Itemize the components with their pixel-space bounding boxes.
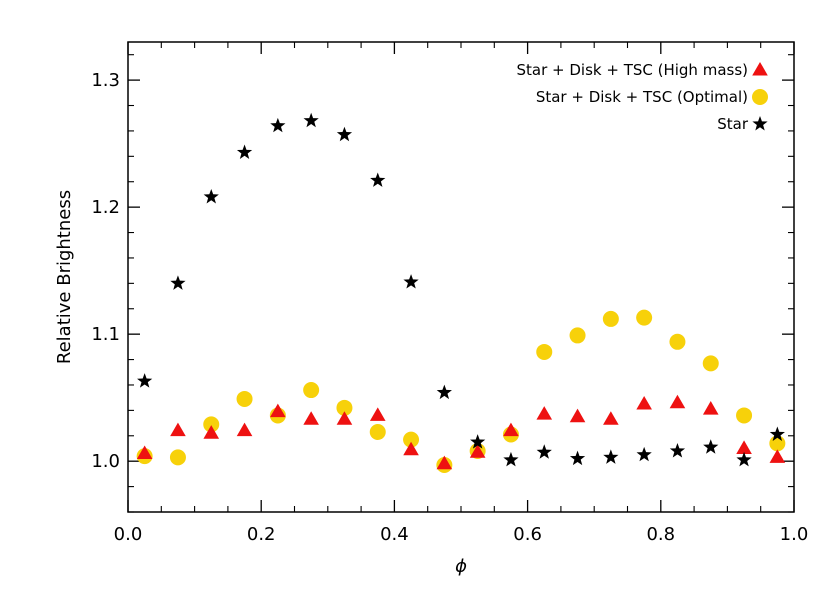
y-tick-label: 1.0 xyxy=(91,451,120,472)
triangle-point xyxy=(669,394,686,409)
triangle-point xyxy=(569,408,586,423)
star-point xyxy=(436,384,452,400)
x-tick-label: 1.0 xyxy=(780,524,809,545)
circle-point xyxy=(303,382,320,399)
triangle-point xyxy=(270,403,286,418)
legend-label: Star + Disk + TSC (Optimal) xyxy=(536,88,748,106)
triangle-point xyxy=(436,455,453,470)
x-axis-title: ϕ xyxy=(455,556,467,577)
axis-tick-labels: 0.0 0.2 0.4 0.6 0.8 1.0 1.0 1.1 1.2 1.3 xyxy=(91,70,808,545)
triangle-point xyxy=(403,441,419,456)
x-tick-label: 0.0 xyxy=(114,524,143,545)
legend: Star + Disk + TSC (High mass) Star + Disk… xyxy=(517,61,768,133)
y-tick-label: 1.2 xyxy=(91,197,120,218)
plot-frame xyxy=(127,41,795,513)
circle-point xyxy=(669,333,686,350)
legend-triangle-marker xyxy=(752,61,768,76)
circle-point xyxy=(702,355,719,372)
triangle-point xyxy=(536,406,553,420)
star-point xyxy=(470,434,486,449)
circle-point xyxy=(736,407,753,424)
star-point xyxy=(203,188,219,204)
circle-point xyxy=(169,449,186,466)
triangle-point xyxy=(236,422,253,437)
circle-point xyxy=(403,431,420,448)
star-point xyxy=(336,126,353,142)
y-tick-label: 1.1 xyxy=(91,324,120,345)
triangle-point xyxy=(136,445,153,460)
star-point xyxy=(270,117,286,133)
star-point xyxy=(703,439,719,454)
star-point xyxy=(569,450,586,466)
circle-point xyxy=(569,327,586,344)
triangle-point xyxy=(736,440,752,454)
x-tick-label: 0.4 xyxy=(380,524,409,545)
circle-point xyxy=(369,423,386,440)
triangle-point xyxy=(303,411,319,425)
triangle-point xyxy=(336,411,353,425)
star-point xyxy=(137,373,153,388)
axis-ticks xyxy=(127,42,795,513)
legend-label: Star xyxy=(717,115,749,133)
star-point xyxy=(236,144,253,159)
circle-point xyxy=(602,310,619,327)
star-point xyxy=(303,112,319,128)
triangle-point xyxy=(170,422,186,437)
star-point xyxy=(370,172,386,187)
legend-circle-marker xyxy=(752,89,768,105)
triangle-point xyxy=(769,449,786,463)
triangle-point xyxy=(636,395,652,410)
legend-star-marker xyxy=(752,116,768,131)
star-point xyxy=(170,275,186,290)
star-point xyxy=(769,426,785,441)
star-point xyxy=(603,449,619,464)
star-point xyxy=(736,451,752,467)
star-point xyxy=(636,446,652,462)
x-tick-label: 0.6 xyxy=(513,524,542,545)
x-tick-label: 0.8 xyxy=(646,524,675,545)
triangle-point xyxy=(603,411,619,425)
triangle-point xyxy=(702,401,719,415)
triangle-point xyxy=(203,425,220,439)
star-point xyxy=(536,444,552,459)
star-point xyxy=(669,443,686,458)
triangle-point xyxy=(503,422,519,437)
circle-point xyxy=(536,343,553,360)
circle-point xyxy=(636,309,653,326)
star-point xyxy=(403,274,419,289)
legend-label: Star + Disk + TSC (High mass) xyxy=(517,61,749,79)
triangle-point xyxy=(369,407,386,421)
star-point xyxy=(503,451,519,467)
circle-point xyxy=(236,390,253,407)
circle-point xyxy=(203,416,220,433)
y-axis-title: Relative Brightness xyxy=(54,190,75,364)
x-tick-label: 0.2 xyxy=(247,524,276,545)
y-tick-label: 1.3 xyxy=(91,70,120,91)
data-points xyxy=(136,112,786,473)
circle-point xyxy=(336,399,353,416)
triangle-point xyxy=(469,444,486,458)
